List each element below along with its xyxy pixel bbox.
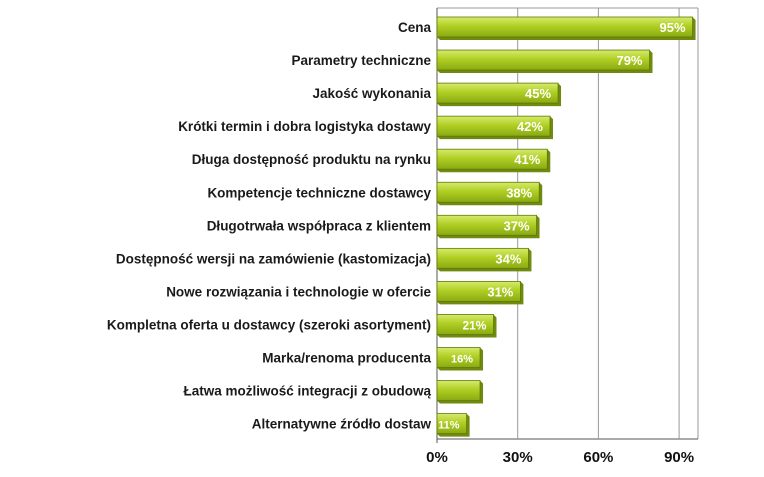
value-labels: 95% 79% 45% 42% 41% 38% 37% 34% 31% 21% 16% 11% (438, 20, 686, 432)
category-label: Jakość wykonania (312, 86, 431, 101)
bar (436, 49, 653, 74)
value-label: 41% (514, 152, 540, 167)
bar (436, 413, 470, 437)
value-label: 42% (517, 119, 543, 134)
category-label: Długa dostępność produktu na rynku (192, 152, 431, 167)
category-label: Kompletna oferta u dostawcy (szeroki aso… (107, 317, 431, 332)
bar-face (436, 115, 551, 137)
category-label: Marka/renoma producenta (262, 351, 431, 366)
x-tick-label: 0% (426, 449, 448, 466)
bar-depth (437, 83, 562, 107)
value-label: 37% (503, 218, 529, 233)
bar-depth (437, 182, 543, 206)
value-label: 21% (462, 318, 486, 332)
bars (436, 16, 696, 437)
bar-depth (437, 50, 653, 74)
value-label: 11% (438, 420, 460, 432)
category-labels: Cena Parametry techniczne Jakość wykonania… (107, 20, 432, 432)
value-label: 16% (451, 354, 473, 366)
category-label: Długotrwała współpraca z klientem (207, 218, 431, 233)
bar-depth (437, 380, 484, 404)
category-label: Parametry techniczne (291, 53, 431, 68)
category-label: Alternatywne źródło dostaw (252, 417, 432, 432)
bar-face (436, 148, 548, 170)
value-label: 38% (506, 185, 532, 200)
category-label: Dostępność wersji na zamówienie (kastomi… (116, 251, 431, 266)
bar-face (436, 49, 650, 71)
bar-depth (437, 314, 497, 338)
bar-face (436, 314, 494, 335)
bar (436, 148, 551, 173)
bar (436, 247, 532, 272)
bar-depth (437, 413, 470, 437)
bar-face (436, 82, 559, 104)
bar (436, 280, 524, 305)
bar-depth (437, 116, 553, 140)
bar-face (436, 214, 537, 236)
value-label: 95% (660, 20, 686, 35)
bar-face (436, 16, 693, 38)
bar-face (436, 347, 481, 368)
bar-depth (437, 215, 540, 239)
bar-face (436, 181, 540, 203)
bar-face (436, 280, 521, 302)
bar-face (436, 380, 481, 401)
bar (436, 82, 562, 107)
category-label: Cena (398, 20, 432, 35)
category-label: Łatwa możliwość integracji z obudową (183, 384, 431, 399)
bar (436, 16, 696, 40)
value-label: 45% (525, 86, 551, 101)
bar-face (436, 413, 467, 435)
bar-depth (437, 17, 696, 40)
bar-depth (437, 281, 524, 305)
bar (436, 314, 497, 338)
bar-depth (437, 248, 532, 272)
bar (436, 181, 543, 206)
value-label: 79% (616, 53, 642, 68)
value-label: 34% (495, 251, 521, 266)
bar-face (436, 247, 529, 269)
x-tick-label: 30% (503, 449, 533, 466)
category-label: Krótki termin i dobra logistyka dostawy (178, 119, 431, 134)
x-tick-label: 60% (583, 449, 613, 466)
bar (436, 115, 553, 140)
value-label: 31% (487, 284, 513, 299)
bar (436, 380, 484, 404)
category-label: Nowe rozwiązania i technologie w ofercie (166, 284, 431, 299)
bar-depth (437, 347, 484, 371)
bar-depth (437, 149, 551, 173)
x-tick-label: 90% (664, 449, 694, 466)
category-label: Kompetencje techniczne dostawcy (207, 185, 431, 200)
bar (436, 214, 540, 239)
x-axis-ticks: 0% 30% 60% 90% (426, 449, 694, 466)
bar (436, 347, 484, 371)
